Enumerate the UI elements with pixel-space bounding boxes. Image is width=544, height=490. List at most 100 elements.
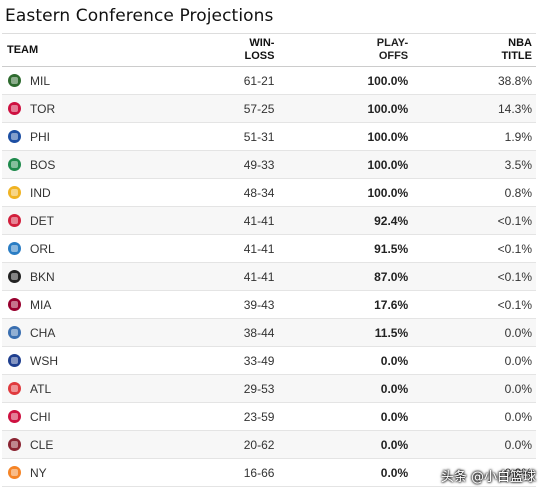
playoffs-cell: 100.0% bbox=[274, 178, 409, 207]
team-abbr: NY bbox=[30, 465, 47, 480]
heat-logo-icon bbox=[8, 298, 21, 311]
team-info: BKN bbox=[2, 270, 223, 284]
table-row[interactable]: DET 41-41 92.4% <0.1% bbox=[2, 206, 536, 235]
table-row[interactable]: IND 48-34 100.0% 0.8% bbox=[2, 178, 536, 207]
table-row[interactable]: MIA 39-43 17.6% <0.1% bbox=[2, 290, 536, 319]
win-loss-cell: 20-62 bbox=[222, 430, 275, 459]
team-info: MIL bbox=[2, 74, 223, 88]
win-loss-cell: 49-33 bbox=[222, 150, 275, 179]
team-abbr: TOR bbox=[30, 101, 56, 116]
table-row[interactable]: CHA 38-44 11.5% 0.0% bbox=[2, 318, 536, 347]
team-info: MIA bbox=[2, 298, 223, 312]
cavaliers-logo-icon bbox=[8, 438, 21, 451]
playoffs-cell: 100.0% bbox=[274, 150, 409, 179]
team-cell: CHA bbox=[2, 318, 223, 347]
nba-title-cell: 38.8% bbox=[408, 66, 536, 95]
win-loss-cell: 38-44 bbox=[222, 318, 275, 347]
table-row[interactable]: TOR 57-25 100.0% 14.3% bbox=[2, 94, 536, 123]
team-cell: CHI bbox=[2, 402, 223, 431]
team-info: NY bbox=[2, 466, 223, 480]
team-abbr: CHI bbox=[30, 409, 51, 424]
win-loss-cell: 39-43 bbox=[222, 290, 275, 319]
magic-logo-icon bbox=[8, 242, 21, 255]
playoffs-cell: 0.0% bbox=[274, 458, 409, 487]
wizards-logo-icon bbox=[8, 354, 21, 367]
page-title: Eastern Conference Projections bbox=[5, 6, 274, 26]
team-abbr: BKN bbox=[30, 269, 55, 284]
team-info: CHI bbox=[2, 410, 223, 424]
team-abbr: MIL bbox=[30, 73, 51, 88]
team-abbr: CLE bbox=[30, 437, 54, 452]
hawks-logo-icon bbox=[8, 382, 21, 395]
win-loss-cell: 48-34 bbox=[222, 178, 275, 207]
team-abbr: IND bbox=[30, 185, 51, 200]
win-loss-cell: 41-41 bbox=[222, 262, 275, 291]
column-header-win-loss-line2: LOSS bbox=[244, 50, 275, 62]
column-header-team[interactable]: TEAM bbox=[2, 33, 223, 67]
pacers-logo-icon bbox=[8, 186, 21, 199]
nba-title-cell: <0.1% bbox=[408, 206, 536, 235]
win-loss-cell: 33-49 bbox=[222, 346, 275, 375]
win-loss-cell: 16-66 bbox=[222, 458, 275, 487]
table-row[interactable]: PHI 51-31 100.0% 1.9% bbox=[2, 122, 536, 151]
team-abbr: BOS bbox=[30, 157, 56, 172]
table-row[interactable]: MIL 61-21 100.0% 38.8% bbox=[2, 66, 536, 95]
nba-title-cell: 0.0% bbox=[408, 402, 536, 431]
playoffs-cell: 100.0% bbox=[274, 122, 409, 151]
projections-table: TEAM WIN- LOSS PLAY- OFFS NBA TITLE MIL 6… bbox=[2, 33, 536, 487]
win-loss-cell: 41-41 bbox=[222, 234, 275, 263]
team-info: WSH bbox=[2, 354, 223, 368]
nba-title-cell: <0.1% bbox=[408, 290, 536, 319]
nba-title-cell: 1.9% bbox=[408, 122, 536, 151]
win-loss-cell: 51-31 bbox=[222, 122, 275, 151]
column-header-nba-title[interactable]: NBA TITLE bbox=[408, 33, 536, 67]
table-row[interactable]: BOS 49-33 100.0% 3.5% bbox=[2, 150, 536, 179]
column-header-playoffs[interactable]: PLAY- OFFS bbox=[274, 33, 409, 67]
watermark-text: 头条 @小白篮球 bbox=[440, 470, 536, 485]
playoffs-cell: 92.4% bbox=[274, 206, 409, 235]
team-cell: ATL bbox=[2, 374, 223, 403]
team-abbr: PHI bbox=[30, 129, 51, 144]
bucks-logo-icon bbox=[8, 74, 21, 87]
nba-title-cell: 0.0% bbox=[408, 430, 536, 459]
team-cell: MIL bbox=[2, 66, 223, 95]
playoffs-cell: 0.0% bbox=[274, 346, 409, 375]
playoffs-cell: 100.0% bbox=[274, 66, 409, 95]
table-header-row: TEAM WIN- LOSS PLAY- OFFS NBA TITLE bbox=[2, 33, 536, 67]
playoffs-cell: 11.5% bbox=[274, 318, 409, 347]
playoffs-cell: 17.6% bbox=[274, 290, 409, 319]
team-info: PHI bbox=[2, 130, 223, 144]
nba-title-cell: 14.3% bbox=[408, 94, 536, 123]
team-info: BOS bbox=[2, 158, 223, 172]
table-row[interactable]: WSH 33-49 0.0% 0.0% bbox=[2, 346, 536, 375]
table-row[interactable]: NY 16-66 0.0% 0.0% bbox=[2, 458, 536, 487]
team-cell: BOS bbox=[2, 150, 223, 179]
table-row[interactable]: BKN 41-41 87.0% <0.1% bbox=[2, 262, 536, 291]
team-cell: PHI bbox=[2, 122, 223, 151]
nba-title-cell: 0.8% bbox=[408, 178, 536, 207]
table-row[interactable]: ORL 41-41 91.5% <0.1% bbox=[2, 234, 536, 263]
column-header-win-loss[interactable]: WIN- LOSS bbox=[222, 33, 275, 67]
playoffs-cell: 0.0% bbox=[274, 402, 409, 431]
nba-title-cell: 0.0% bbox=[408, 318, 536, 347]
column-header-nba-title-line1: NBA bbox=[508, 37, 532, 49]
team-info: ORL bbox=[2, 242, 223, 256]
win-loss-cell: 23-59 bbox=[222, 402, 275, 431]
win-loss-cell: 41-41 bbox=[222, 206, 275, 235]
table-row[interactable]: CHI 23-59 0.0% 0.0% bbox=[2, 402, 536, 431]
table-row[interactable]: CLE 20-62 0.0% 0.0% bbox=[2, 430, 536, 459]
team-cell: MIA bbox=[2, 290, 223, 319]
team-cell: TOR bbox=[2, 94, 223, 123]
team-abbr: MIA bbox=[30, 297, 52, 312]
bulls-logo-icon bbox=[8, 410, 21, 423]
team-abbr: CHA bbox=[30, 325, 56, 340]
pistons-logo-icon bbox=[8, 214, 21, 227]
team-info: DET bbox=[2, 214, 223, 228]
76ers-logo-icon bbox=[8, 130, 21, 143]
nba-title-cell: 0.0% bbox=[408, 346, 536, 375]
team-cell: DET bbox=[2, 206, 223, 235]
nba-title-cell: <0.1% bbox=[408, 234, 536, 263]
column-header-win-loss-line1: WIN- bbox=[249, 37, 275, 49]
table-row[interactable]: ATL 29-53 0.0% 0.0% bbox=[2, 374, 536, 403]
team-info: ATL bbox=[2, 382, 223, 396]
